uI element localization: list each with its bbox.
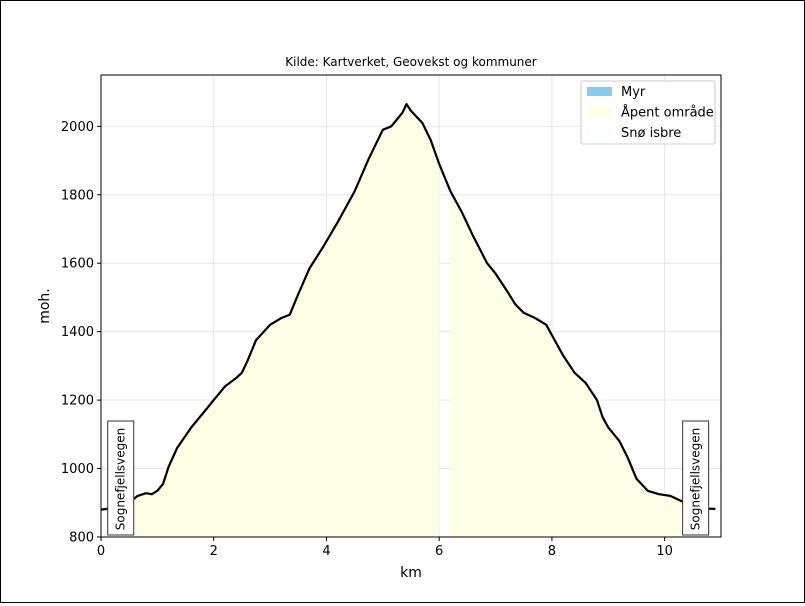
annotation-box	[682, 420, 710, 536]
legend-swatch	[587, 87, 612, 96]
x-axis-ticks: 0 2 4 6 8 10	[97, 537, 673, 559]
chart-title: Kilde: Kartverket, Geovekst og kommuner	[285, 55, 537, 69]
legend-label: Åpent område	[621, 105, 714, 121]
legend-box	[580, 80, 716, 145]
y-axis-ticks: 800 1000 1200 1400 1600 1800 2000	[61, 120, 101, 546]
y-tick-label: 1600	[61, 257, 94, 272]
y-tick-label: 1200	[61, 394, 94, 409]
road-annotations: Sognefjellsvegen Sognefjellsvegen	[107, 420, 710, 536]
x-axis-label: km	[400, 565, 422, 581]
land-cover-bands	[134, 107, 682, 538]
y-tick-label: 1800	[61, 188, 94, 203]
annotation-label: Sognefjellsvegen	[114, 428, 128, 531]
y-tick-label: 800	[69, 531, 94, 546]
plot-frame	[100, 74, 722, 538]
y-tick-label: 1000	[61, 462, 94, 477]
annotation-box	[107, 420, 135, 536]
legend-label: Snø isbre	[621, 126, 681, 141]
legend-swatch	[587, 128, 612, 137]
land-cover-band	[450, 191, 682, 537]
y-tick-label: 2000	[61, 120, 94, 135]
annotation-label: Sognefjellsvegen	[689, 428, 703, 531]
x-tick-label: 8	[548, 544, 556, 559]
x-tick-label: 0	[97, 544, 105, 559]
x-tick-label: 6	[435, 544, 443, 559]
legend: Myr Åpent område Snø isbre	[580, 80, 716, 145]
legend-label: Myr	[621, 85, 646, 100]
x-tick-label: 2	[210, 544, 218, 559]
y-tick-label: 1400	[61, 325, 94, 340]
x-tick-label: 10	[656, 544, 673, 559]
y-axis-label: moh.	[37, 288, 53, 324]
x-tick-label: 4	[322, 544, 330, 559]
land-cover-band	[134, 107, 440, 538]
legend-swatch	[587, 107, 612, 117]
elevation-profile-line	[100, 103, 716, 511]
